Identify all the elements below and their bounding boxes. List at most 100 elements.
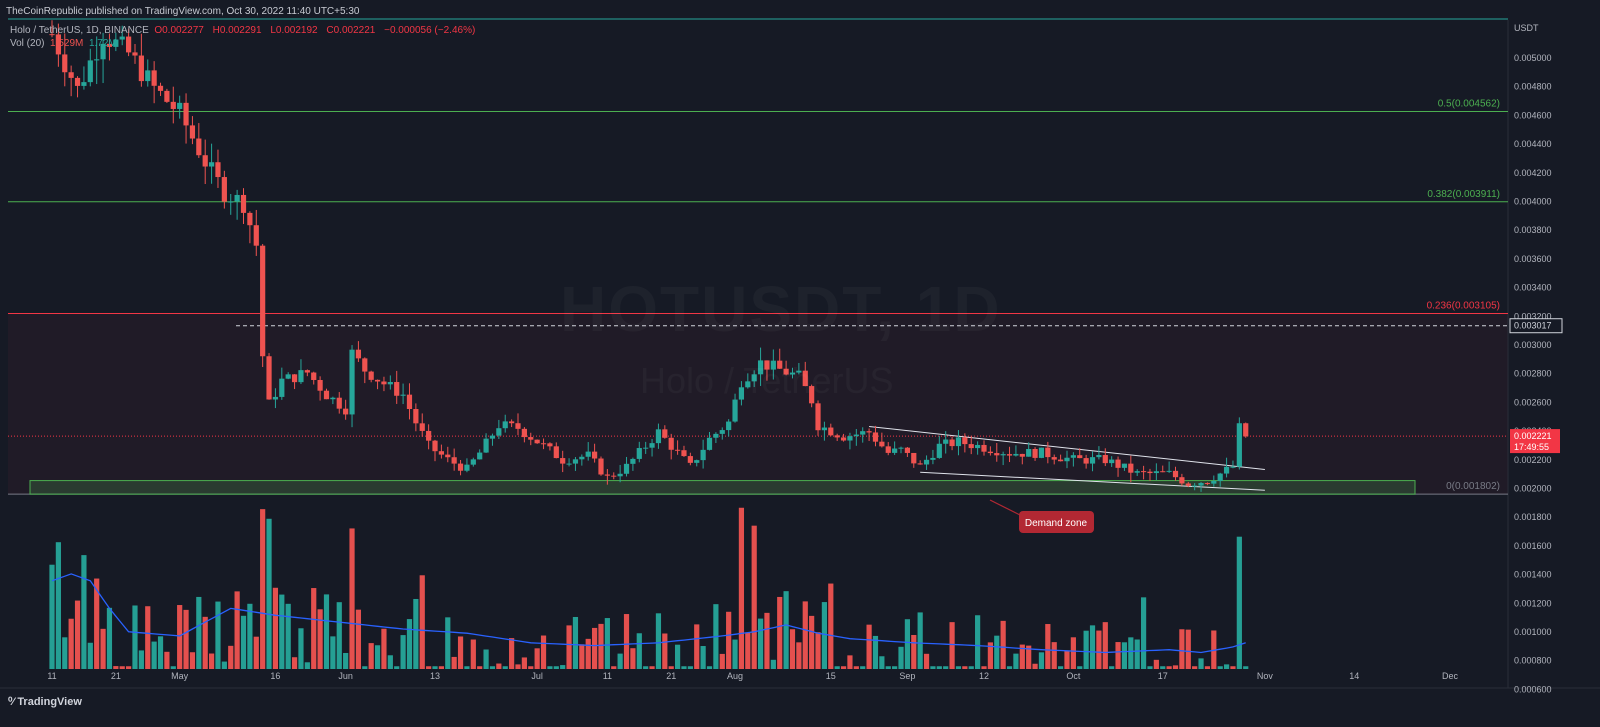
candle-body <box>1140 471 1147 473</box>
volume-bar <box>362 666 368 669</box>
candle-body <box>1217 473 1223 482</box>
vol-label: Vol (20) <box>10 38 45 49</box>
volume-bar <box>751 525 757 669</box>
volume-bar <box>566 625 572 669</box>
volume-bar <box>630 648 636 669</box>
price-tick-label: 0.002800 <box>1514 369 1552 379</box>
volume-bar <box>515 664 521 669</box>
candle-body <box>821 427 828 431</box>
candle-body <box>687 456 693 463</box>
candle-body <box>62 54 68 73</box>
volume-bar <box>68 618 74 669</box>
candle-body <box>240 194 247 213</box>
volume-bar <box>540 635 547 669</box>
watermark-name: Holo / TetherUS <box>640 360 893 402</box>
candle-body <box>94 59 100 61</box>
volume-bar <box>100 628 106 669</box>
candle-body <box>323 390 330 400</box>
candle-body <box>272 396 279 400</box>
volume-bar <box>611 666 617 669</box>
candle-body <box>885 446 891 453</box>
volume-bar <box>432 666 438 669</box>
candle-body <box>1077 455 1083 459</box>
volume-bar <box>196 596 202 669</box>
candle-body <box>630 458 636 464</box>
volume-bar <box>706 666 713 669</box>
volume-bar <box>777 596 783 669</box>
volume-bar <box>528 666 534 669</box>
candle-body <box>777 360 783 369</box>
candle-body <box>809 386 815 404</box>
high-value: H0.002291 <box>212 25 262 36</box>
volume-bar <box>668 666 674 669</box>
volume-bar <box>898 646 904 669</box>
demand-zone-callout: Demand zone <box>989 499 1094 533</box>
volume-bar <box>789 629 796 669</box>
candle-body <box>1013 453 1019 456</box>
candle-body <box>81 82 87 86</box>
volume-bar <box>457 636 464 669</box>
price-tick-label: 0.001200 <box>1514 598 1552 608</box>
candle-body <box>49 34 55 36</box>
candle-body <box>400 394 406 396</box>
candle-body <box>304 370 310 373</box>
callout-pointer <box>989 499 1023 517</box>
candle-body <box>1223 466 1230 474</box>
price-tick-label: 0.004800 <box>1514 82 1552 92</box>
volume-bar <box>911 634 917 669</box>
candle-body <box>1064 457 1070 462</box>
low-value: L0.002192 <box>270 25 318 36</box>
candle-body <box>528 437 534 440</box>
candles <box>49 20 1249 492</box>
volume-bar <box>674 644 681 669</box>
volume-bar <box>847 655 853 669</box>
candle-body <box>247 212 253 226</box>
candle-body <box>834 435 840 438</box>
volume-bar <box>1000 620 1006 669</box>
volume-bar <box>330 636 336 669</box>
volume-bar <box>349 528 355 669</box>
volume-bar <box>145 606 151 669</box>
volume-bar <box>132 605 138 669</box>
candle-body <box>681 450 687 457</box>
candle-body <box>183 102 189 126</box>
volume-bar <box>413 598 419 669</box>
candle-body <box>872 432 879 442</box>
volume-bar <box>796 642 802 669</box>
price-tick-label: 0.003800 <box>1514 225 1552 235</box>
volume-bar <box>464 666 470 669</box>
candle-body <box>138 55 144 82</box>
candle-body <box>738 387 745 400</box>
candle-body <box>1096 455 1102 458</box>
volume-bar <box>1032 663 1038 669</box>
volume-bar <box>311 588 317 669</box>
candle-body <box>145 70 151 82</box>
candle-body <box>566 463 572 465</box>
volume-bar <box>655 613 662 669</box>
tradingview-logo[interactable]: ⁰⁄ TradingView <box>8 695 82 708</box>
volume-bar <box>1109 666 1115 669</box>
candle-body <box>617 473 623 477</box>
volume-bar <box>828 583 834 669</box>
fib-level-label: 0(0.001802) <box>1446 481 1500 492</box>
candle-body <box>700 449 706 461</box>
volume-bar <box>336 602 342 669</box>
volume-bar <box>579 644 585 669</box>
volume-bar <box>572 616 579 669</box>
candle-body <box>962 437 968 445</box>
volume-bar <box>700 646 706 669</box>
fib-level-label: 0.382(0.003911) <box>1427 189 1500 200</box>
candle-body <box>368 371 374 380</box>
volume-bar <box>662 633 668 669</box>
candle-body <box>157 85 164 91</box>
candle-body <box>406 394 413 409</box>
volume-bar <box>1217 666 1223 669</box>
price-tick-label: 0.001800 <box>1514 512 1552 522</box>
time-tick-label: 12 <box>979 671 989 681</box>
price-tick-label: 0.003400 <box>1514 283 1552 293</box>
candle-body <box>1032 448 1038 458</box>
volume-bar <box>438 666 444 669</box>
candle-body <box>572 459 579 464</box>
volume-bar <box>355 609 362 669</box>
